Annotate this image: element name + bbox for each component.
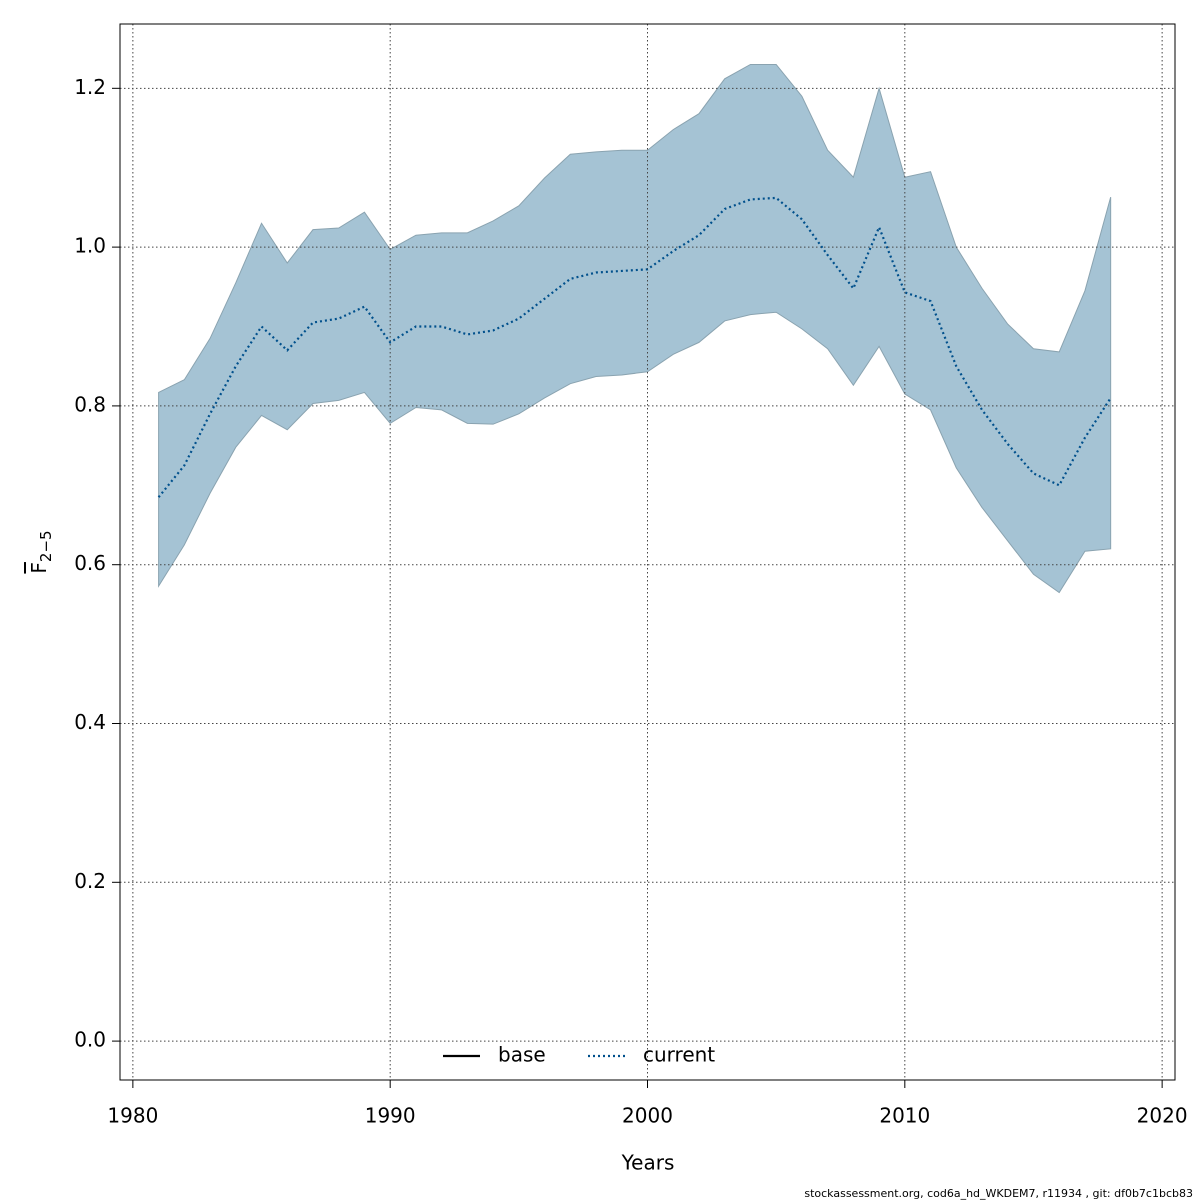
x-tick-label: 2000: [622, 1104, 673, 1128]
y-tick-label: 1.0: [74, 234, 106, 258]
y-tick-label: 0.8: [74, 392, 106, 416]
x-tick-label: 1980: [107, 1104, 158, 1128]
y-tick-label: 0.0: [74, 1028, 106, 1052]
x-tick-label: 1990: [365, 1104, 416, 1128]
y-axis-label: F2−5: [27, 530, 55, 573]
y-axis-label-sub: 2−5: [37, 530, 55, 562]
legend-item: current: [588, 1043, 715, 1067]
legend-item: base: [443, 1043, 546, 1067]
y-tick-label: 0.2: [74, 869, 106, 893]
x-axis-label: Years: [621, 1151, 675, 1175]
confidence-band: [158, 63, 1112, 594]
plot-frame: [119, 23, 1176, 1081]
y-tick-label: 0.4: [74, 710, 106, 734]
x-tick-label: 2010: [879, 1104, 930, 1128]
y-axis-label-main: F: [27, 562, 51, 574]
footer: stockassessment.org, cod6a_hd_WKDEM7, r1…: [804, 1187, 1193, 1200]
legend-label: base: [498, 1043, 546, 1067]
legend-label: current: [643, 1043, 715, 1067]
y-tick-label: 0.6: [74, 551, 106, 575]
y-tick-label: 1.2: [74, 75, 106, 99]
x-tick-label: 2020: [1137, 1104, 1188, 1128]
